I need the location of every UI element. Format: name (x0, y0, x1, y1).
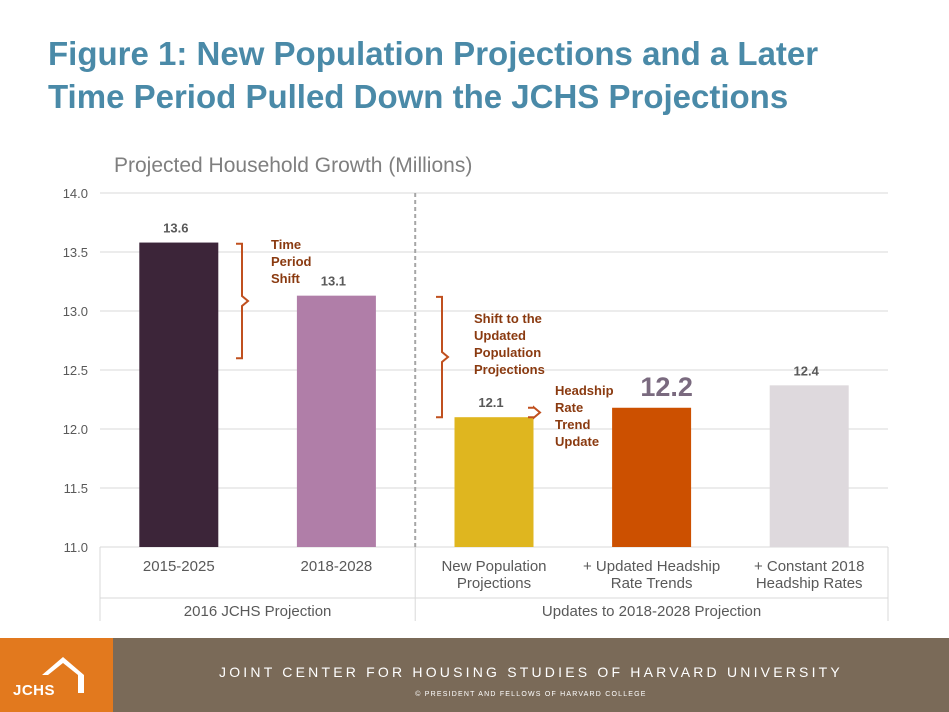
y-tick-label: 13.5 (63, 245, 88, 260)
bar (769, 385, 849, 547)
annotation-brace (236, 242, 250, 360)
bar (296, 295, 376, 547)
x-tick-label: + Updated Headship (583, 558, 720, 575)
house-logo-icon (42, 657, 84, 693)
data-label: 12.4 (794, 363, 820, 378)
x-tick-label: 2018-2028 (301, 558, 373, 575)
annotation-brace (528, 405, 542, 420)
y-tick-label: 12.5 (63, 363, 88, 378)
annotation-label: Population (474, 345, 541, 360)
annotation-label: Time (271, 237, 301, 252)
footer-copyright: © PRESIDENT AND FELLOWS OF HARVARD COLLE… (415, 691, 647, 698)
y-tick-label: 11.0 (64, 540, 88, 555)
annotation-label: Trend (555, 417, 590, 432)
x-tick-label: + Constant 2018 (754, 558, 865, 575)
bar (139, 242, 219, 547)
figure-title-line-2: Time Period Pulled Down the JCHS Project… (48, 78, 789, 115)
x-tick-label: Rate Trends (611, 575, 693, 592)
data-label: 13.1 (321, 274, 346, 289)
chart-title: Projected Household Growth (Millions) (114, 154, 472, 177)
annotation-label: Update (555, 434, 599, 449)
y-tick-label: 13.0 (63, 304, 88, 319)
figure-title-line-1: Figure 1: New Population Projections and… (48, 35, 819, 72)
annotation-label: Period (271, 254, 312, 269)
bar-chart: Projected Household Growth (Millions) 11.… (63, 154, 889, 621)
y-tick-label: 11.5 (64, 481, 88, 496)
y-tick-label: 12.0 (63, 422, 88, 437)
jchs-logo[interactable]: JCHS (0, 638, 113, 712)
bar (612, 407, 692, 547)
x-tick-label: Projections (457, 575, 531, 592)
annotation-label: Headship (555, 383, 614, 398)
data-label: 13.6 (163, 221, 188, 236)
figure-title: Figure 1: New Population Projections and… (48, 32, 928, 118)
y-tick-label: 14.0 (63, 186, 88, 201)
annotation-label: Rate (555, 400, 583, 415)
annotation-label: Projections (474, 362, 545, 377)
annotation-brace (436, 295, 450, 419)
data-label: 12.1 (478, 395, 503, 410)
x-tick-label: New Population (441, 558, 546, 575)
group-label: 2016 JCHS Projection (184, 603, 332, 620)
group-label: Updates to 2018-2028 Projection (542, 603, 761, 620)
footer-band: JOINT CENTER FOR HOUSING STUDIES OF HARV… (113, 638, 949, 712)
annotation-label: Shift to the (474, 311, 542, 326)
annotation-label: Shift (271, 271, 301, 286)
x-tick-label: Headship Rates (756, 575, 863, 592)
footer-organization: JOINT CENTER FOR HOUSING STUDIES OF HARV… (219, 664, 843, 680)
bar (454, 417, 534, 547)
annotation-label: Updated (474, 328, 526, 343)
data-label: 12.2 (640, 372, 693, 402)
logo-text: JCHS (13, 682, 56, 699)
x-tick-label: 2015-2025 (143, 558, 215, 575)
